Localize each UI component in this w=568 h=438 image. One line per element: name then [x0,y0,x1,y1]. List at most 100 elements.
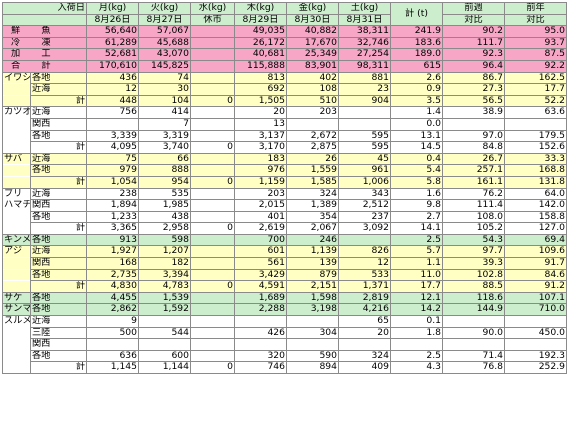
header-prev-week-1: 前週 [442,2,505,15]
cell-value: 84.6 [504,268,567,282]
table-row: 計 448 104 0 1,505 510 904 3.5 56.5 52.2 [2,94,567,108]
cell-value: 14.5 [390,141,443,154]
cell-value: 5.7 [390,245,443,259]
cell-value: 12.1 [390,291,443,305]
cell-value [190,83,235,96]
cell-value: 1,371 [338,280,391,293]
cell-value: 1.4 [390,106,443,119]
summary-value: 17,670 [286,36,339,50]
cell-value: 38.9 [442,106,505,119]
cell-value: 1,233 [86,210,139,224]
cell-value: 3,365 [86,222,139,235]
cell-value: 76.2 [442,187,505,201]
cell-value: 324 [338,349,391,363]
subtotal-label: 計 [30,222,87,235]
cell-value: 979 [86,164,139,177]
table-row: 関西 [2,338,567,351]
table-body: 鮮 魚 56,640 57,067 49,035 40,882 38,311 241.9 90… [2,25,567,374]
origin-label: 各地 [30,71,87,85]
cell-value: 12 [86,83,139,96]
table-row: ブリ 近海 238 535 203 324 343 1.6 76.2 64.0 [2,187,567,201]
cell-value: 4.3 [390,361,443,374]
summary-value: 92.3 [442,48,505,61]
header-date-tue: 8月27日 [138,13,191,27]
cell-value: 2,015 [234,199,287,212]
cell-value: 692 [234,83,287,96]
fish-name-cell [2,211,31,223]
fish-name-cell [2,83,31,96]
summary-value: 27,254 [338,48,391,61]
fish-name: サンマ [4,303,31,315]
cell-value: 2,512 [338,199,391,212]
table-row: イワシ 各地 436 74 813 402 881 2.6 86.7 162.5 [2,71,567,85]
origin-label: 各地 [30,268,87,282]
cell-value: 5.4 [390,164,443,177]
header-day-thu: 木(kg) [234,2,287,15]
cell-value: 168 [86,257,139,270]
cell-value: 2,619 [234,222,287,235]
origin-label: 各地 [30,303,87,317]
cell-value: 91.2 [504,280,567,293]
cell-value: 9.8 [390,199,443,212]
origin-label: 各地 [30,210,87,224]
cell-value: 500 [86,326,139,340]
cell-value: 142.0 [504,199,567,212]
cell-value: 5.8 [390,175,443,189]
cell-value: 0 [190,94,235,108]
cell-value: 4,095 [86,141,139,154]
cell-value: 595 [338,141,391,154]
cell-value: 183 [234,152,287,166]
cell-value: 91.7 [504,257,567,270]
cell-value [504,315,567,328]
cell-value: 2,735 [86,268,139,282]
cell-value [190,199,235,212]
fish-name-cell [2,141,31,154]
cell-value: 69.4 [504,233,567,247]
cell-value: 20 [234,106,287,119]
cell-value: 913 [86,233,139,247]
summary-value [190,36,235,50]
cell-value [190,245,235,259]
fish-name-cell [2,164,31,177]
cell-value: 158.8 [504,210,567,224]
cell-value: 1,592 [138,303,191,317]
cell-value: 510 [286,94,339,108]
cell-value: 4,591 [234,280,287,293]
origin-label: 近海 [30,152,87,166]
cell-value: 52.2 [504,94,567,108]
cell-value: 3,137 [234,129,287,143]
origin-label: 関西 [30,257,87,270]
cell-value [190,315,235,328]
cell-value: 826 [338,245,391,259]
cell-value: 152.6 [504,141,567,154]
cell-value: 76.8 [442,361,505,374]
cell-value: 237 [338,210,391,224]
header-date-thu: 8月29日 [234,13,287,27]
cell-value: 71.4 [442,349,505,363]
header-day-wed: 水(kg) [190,2,235,15]
cell-value: 104 [138,94,191,108]
cell-value: 954 [138,175,191,189]
cell-value: 450.0 [504,326,567,340]
cell-value: 2.5 [390,349,443,363]
cell-value [234,315,287,328]
cell-value: 0 [190,175,235,189]
cell-value: 436 [86,71,139,85]
cell-value: 304 [286,326,339,340]
cell-value [190,164,235,177]
fish-name-cell [2,361,31,374]
cell-value: 636 [86,349,139,363]
summary-value: 170,610 [86,59,139,73]
cell-value [190,303,235,317]
cell-value: 192.3 [504,349,567,363]
summary-value: 49,035 [234,25,287,38]
origin-label: 近海 [30,315,87,328]
table-row: 各地 3,339 3,319 3,137 2,672 595 13.1 97.0 179.5 [2,129,567,143]
cell-value: 561 [234,257,287,270]
cell-value: 203 [234,187,287,201]
cell-value [190,268,235,282]
summary-value [190,48,235,61]
cell-value: 131.8 [504,175,567,189]
cell-value: 66 [138,152,191,166]
table-row: サンマ 各地 2,862 1,592 2,288 3,198 4,216 14.2 144.9 7… [2,303,567,317]
